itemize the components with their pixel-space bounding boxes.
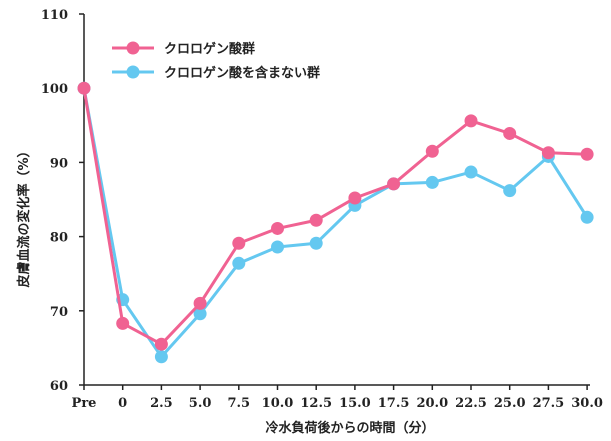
x-tick-label: 27.5 — [533, 396, 565, 411]
data-point — [464, 165, 478, 179]
data-point — [154, 350, 168, 364]
data-point — [580, 210, 594, 224]
series-line — [82, 87, 589, 359]
data-point — [309, 213, 323, 227]
data-point — [387, 177, 401, 191]
data-point — [154, 337, 168, 351]
data-point — [77, 81, 91, 95]
data-point — [232, 236, 246, 250]
series-line — [82, 87, 588, 346]
data-point — [271, 240, 284, 254]
data-point — [232, 256, 246, 270]
data-point — [503, 184, 517, 198]
y-tick-label: 60 — [50, 379, 68, 394]
legend-label: クロロゲン酸を含まない群 — [164, 65, 320, 81]
axes: 60 70 80 90 100 110 Pre 0 2.5 5.0 7.5 10.0 12.5 15.0 1… — [41, 8, 603, 411]
x-tick-label: 25.0 — [494, 396, 526, 411]
data-point — [580, 147, 594, 161]
legend-marker — [126, 41, 140, 55]
y-tick-label: 100 — [41, 82, 68, 97]
x-tick-label: Pre — [72, 396, 97, 411]
series-layer — [77, 81, 594, 364]
x-tick-label: 5.0 — [189, 396, 212, 411]
data-point — [503, 126, 517, 140]
y-tick-label: 90 — [50, 156, 68, 171]
x-tick-label: 15.0 — [339, 396, 371, 411]
y-tick-label: 80 — [50, 231, 68, 246]
x-tick-label: 20.0 — [416, 396, 448, 411]
x-tick-label: 10.0 — [262, 396, 294, 411]
data-point — [193, 307, 207, 321]
y-tick-label: 70 — [50, 305, 68, 320]
data-point — [541, 146, 555, 160]
legend-item: クロロゲン酸を含まない群 — [112, 65, 320, 81]
series-1 — [77, 81, 594, 351]
x-axis-title: 冷水負荷後からの時間（分） — [265, 420, 434, 436]
series-2 — [77, 81, 594, 364]
x-tick-label: 17.5 — [378, 396, 410, 411]
legend-label: クロロゲン酸群 — [164, 41, 255, 57]
x-tick-label: 30.0 — [571, 396, 603, 411]
data-point — [464, 114, 478, 128]
x-tick-label: 22.5 — [455, 396, 487, 411]
data-point — [425, 144, 439, 158]
x-tick-label: 7.5 — [227, 396, 250, 411]
legend-marker — [126, 65, 140, 79]
data-point — [348, 191, 362, 205]
x-tick-label: 2.5 — [150, 396, 173, 411]
data-point — [425, 175, 439, 189]
data-point — [193, 296, 207, 310]
data-point — [309, 236, 323, 250]
x-tick-label: 12.5 — [300, 396, 332, 411]
data-point — [116, 316, 130, 330]
x-tick-label: 0 — [118, 396, 127, 411]
y-tick-label: 110 — [41, 8, 68, 23]
data-point — [271, 221, 284, 235]
legend-item: クロロゲン酸群 — [112, 41, 255, 57]
y-axis-title: 皮膚血流の変化率（%） — [16, 144, 32, 288]
